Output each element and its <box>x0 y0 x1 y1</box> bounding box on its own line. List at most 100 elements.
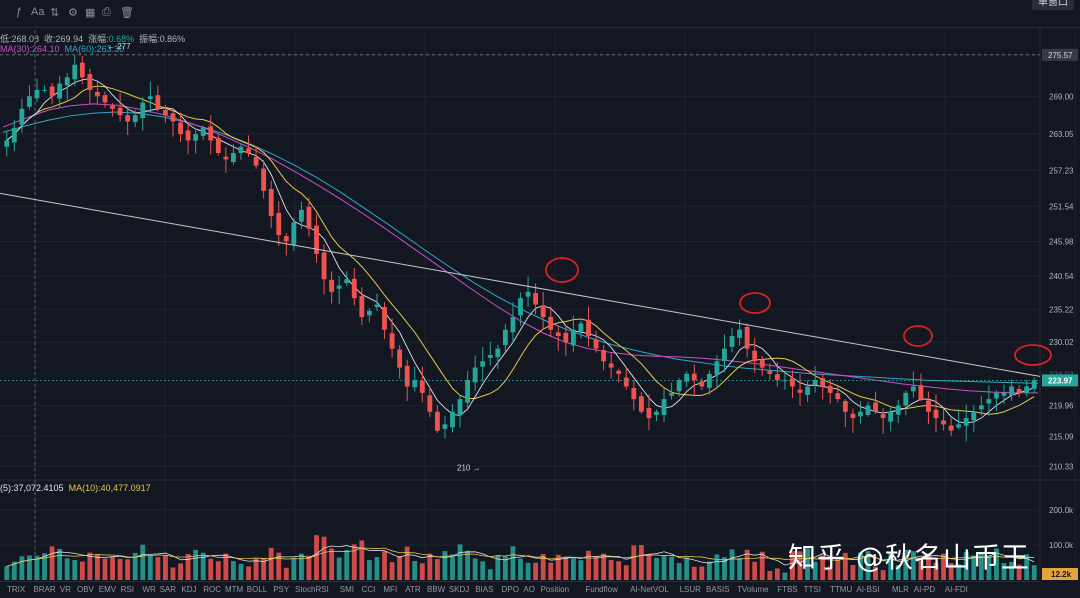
candle-body <box>1016 389 1022 393</box>
indicator-tab-ai-netvol[interactable]: AI-NetVOL <box>630 585 669 594</box>
candle-body <box>434 411 440 431</box>
indicator-tab-roc[interactable]: ROC <box>203 585 221 594</box>
price-tick-label: 215.09 <box>1049 432 1074 441</box>
candle-body <box>563 332 569 343</box>
candle-body <box>170 113 176 122</box>
volume-bar <box>34 555 40 580</box>
trash-icon[interactable]: 🗑 <box>120 7 134 19</box>
volume-bar <box>404 546 410 580</box>
indicator-tab-mtm[interactable]: MTM <box>225 585 244 594</box>
indicator-tab-trix[interactable]: TRIX <box>7 585 26 594</box>
indicator-tab-rsi[interactable]: RSI <box>120 585 134 594</box>
indicator-tab-lsur[interactable]: LSUR <box>679 585 701 594</box>
indicator-tab-ao[interactable]: AO <box>523 585 535 594</box>
candle-body <box>978 405 984 410</box>
indicator-tab-sar[interactable]: SAR <box>159 585 177 594</box>
indicator-icon[interactable]: ƒ <box>16 6 23 18</box>
volume-bar <box>314 535 319 580</box>
single-window-button[interactable]: 单窗口 <box>1032 0 1074 10</box>
indicator-tab-ftbs[interactable]: FTBS <box>777 585 798 594</box>
ma60-legend: MA(60):263.30 <box>64 44 125 54</box>
indicator-tab-mfi[interactable]: MFI <box>383 585 398 594</box>
volume-bar <box>155 557 161 580</box>
indicator-tab-kdj[interactable]: KDJ <box>181 585 197 594</box>
indicator-tab-ttmu[interactable]: TTMU <box>830 585 853 594</box>
volume-bar <box>548 562 554 580</box>
volume-bar <box>956 564 962 580</box>
indicator-tab-bbw[interactable]: BBW <box>427 585 446 594</box>
candle-body <box>87 74 93 90</box>
indicator-tab-position[interactable]: Position <box>540 585 570 594</box>
annotations-overlay: ← 277 210 → <box>0 42 1052 472</box>
candle-body <box>1009 386 1014 396</box>
indicator-tab-tvolume[interactable]: TVolume <box>737 585 769 594</box>
candle-body <box>57 83 63 99</box>
candle-body <box>714 361 720 375</box>
volume-bar <box>502 556 508 580</box>
indicator-tab-emv[interactable]: EMV <box>98 585 117 594</box>
indicator-tab-wr[interactable]: WR <box>142 585 156 594</box>
indicator-tab-ai-pd[interactable]: AI-PD <box>913 585 936 594</box>
text-size-button[interactable]: Aa <box>31 6 45 18</box>
resistance-trendline <box>0 192 1041 377</box>
candle-body <box>321 252 327 280</box>
candle-body <box>351 278 357 299</box>
volume-bar <box>359 540 365 580</box>
candle-body <box>956 424 962 428</box>
screenshot-icon[interactable]: ⎙ <box>102 6 111 18</box>
indicator-tab-bias[interactable]: BIAS <box>475 585 494 594</box>
volume-bar <box>706 561 712 580</box>
candle-body <box>948 425 954 431</box>
indicator-tab-brar[interactable]: BRAR <box>33 585 56 594</box>
candle-body <box>329 279 335 292</box>
indicator-tab-stochrsi[interactable]: StochRSI <box>295 585 329 594</box>
indicator-tab-fundflow[interactable]: Fundflow <box>585 585 618 594</box>
volume-bar <box>986 555 992 580</box>
volume-bar <box>586 550 591 580</box>
volume-bar <box>147 555 153 580</box>
layout-icon[interactable]: ▦ <box>85 7 96 19</box>
candle-body <box>79 62 85 78</box>
compare-icon[interactable]: ⇅ <box>50 7 60 19</box>
candle-body <box>963 418 969 426</box>
indicator-tab-psy[interactable]: PSY <box>273 585 290 594</box>
candle-body <box>306 206 312 229</box>
indicator-tab-ai-bsi[interactable]: AI-BSI <box>856 585 880 594</box>
candle-body <box>669 392 675 396</box>
volume-bar <box>27 555 32 580</box>
indicator-tab-mlr[interactable]: MLR <box>892 585 909 594</box>
volume-bar <box>208 558 214 580</box>
volume-bar <box>253 558 259 580</box>
volume-bar <box>427 553 433 580</box>
indicator-tab-dpo[interactable]: DPO <box>501 585 519 594</box>
volume-bar <box>608 559 614 580</box>
current-volume-box <box>1042 568 1078 580</box>
volume-bar <box>759 551 765 580</box>
candle-body <box>910 386 916 392</box>
candle-body <box>1031 380 1037 389</box>
candle-body <box>200 127 206 136</box>
candle-body <box>601 350 607 362</box>
candle-body <box>623 377 629 387</box>
volume-bar <box>193 549 199 580</box>
candle-body <box>163 109 168 116</box>
indicator-tab-cci[interactable]: CCI <box>361 585 376 594</box>
indicator-tab-ai-fdi[interactable]: AI-FDI <box>944 585 968 594</box>
indicator-tab-ttsi[interactable]: TTSI <box>803 585 821 594</box>
indicator-tab-skdj[interactable]: SKDJ <box>448 585 470 594</box>
current-price-box <box>1042 374 1078 387</box>
indicator-tab-boll[interactable]: BOLL <box>246 585 268 594</box>
candle-body <box>208 126 214 141</box>
volume-bar <box>11 561 17 580</box>
indicator-tab-atr[interactable]: ATR <box>405 585 421 594</box>
indicator-tab-smi[interactable]: SMI <box>339 585 355 594</box>
volume-bar <box>835 558 841 580</box>
volume-bar <box>200 552 206 580</box>
indicator-tab-vr[interactable]: VR <box>59 585 71 594</box>
volume-bar <box>276 552 282 580</box>
settings-icon[interactable]: ⚙ <box>68 7 78 19</box>
indicator-tab-basis[interactable]: BASIS <box>706 585 730 594</box>
candle-body <box>374 304 380 308</box>
indicator-tab-obv[interactable]: OBV <box>77 585 94 594</box>
